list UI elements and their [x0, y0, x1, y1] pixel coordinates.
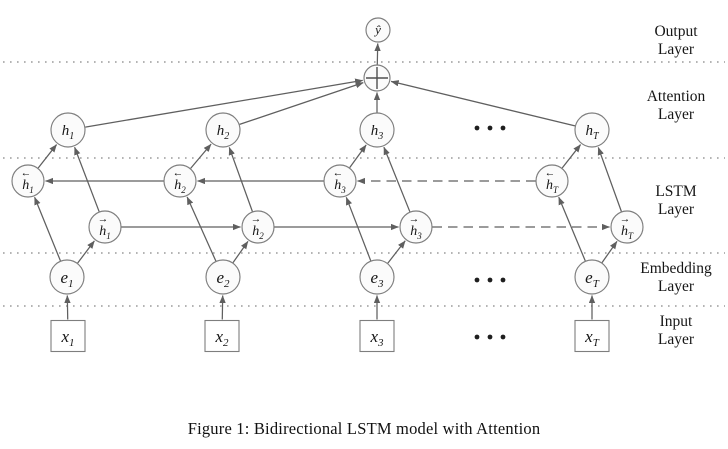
- node-e1: e1: [49, 259, 85, 295]
- left-arrow-accent-icon: ←: [173, 168, 184, 179]
- node-label-hfT: hT: [621, 224, 634, 241]
- edge-hT-oplus: [390, 80, 576, 127]
- node-label-x3: x3: [369, 327, 384, 349]
- node-label-hb1: h1: [22, 178, 34, 195]
- node-hbT: hT←: [535, 164, 569, 198]
- edge-eT-hbT: [558, 196, 586, 262]
- edge-hf1-h1: [74, 146, 100, 212]
- ellipsis-attention: [474, 125, 506, 131]
- node-e3: e3: [359, 259, 395, 295]
- node-label-h2: h2: [217, 123, 230, 142]
- node-hb2: h2←: [163, 164, 197, 198]
- left-arrow-accent-icon: ←: [21, 168, 32, 179]
- edge-hf3-h3: [383, 146, 411, 212]
- right-arrow-accent-icon: →: [251, 214, 262, 225]
- node-label-hT: hT: [585, 123, 600, 142]
- node-label-hbT: hT: [546, 178, 559, 195]
- edge-e1-hb1: [34, 196, 61, 262]
- right-arrow-accent-icon: →: [620, 214, 631, 225]
- node-label-h1: h1: [62, 123, 75, 142]
- node-x1: x1: [50, 319, 86, 353]
- layer-label-embedding-layer: Embedding Layer: [640, 260, 712, 295]
- node-hb1: h1←: [11, 164, 45, 198]
- node-label-e2: e2: [216, 268, 230, 290]
- node-h2: h2: [205, 112, 241, 148]
- edge-e2-hf2: [232, 240, 249, 264]
- plus-icon: [366, 67, 388, 89]
- right-arrow-accent-icon: →: [98, 214, 109, 225]
- node-label-hf3: h3: [410, 224, 422, 241]
- left-arrow-accent-icon: ←: [545, 168, 556, 179]
- node-hf2: h2→: [241, 210, 275, 244]
- node-label-h3: h3: [371, 123, 384, 142]
- node-hf3: h3→: [399, 210, 433, 244]
- edge-hbT-hT: [561, 144, 582, 169]
- node-label-e3: e3: [370, 268, 384, 290]
- edge-e3-hf3: [387, 240, 406, 264]
- node-eT: eT: [574, 259, 610, 295]
- edge-e2-hb2: [186, 196, 217, 262]
- node-label-xT: xT: [584, 327, 600, 349]
- ellipsis-input: [474, 334, 506, 340]
- left-arrow-accent-icon: ←: [333, 168, 344, 179]
- node-hT: hT: [574, 112, 610, 148]
- edge-hb1-h1: [37, 144, 58, 169]
- node-label-hf1: h1: [99, 224, 111, 241]
- edge-hf2-h2: [228, 147, 253, 212]
- edge-h1-oplus: [85, 78, 364, 128]
- edge-e3-hb3: [345, 196, 372, 261]
- edge-e1-hf1: [77, 240, 95, 264]
- node-label-x2: x2: [214, 327, 229, 349]
- edge-h2-oplus: [239, 82, 364, 125]
- node-oplus: [363, 64, 391, 92]
- node-hb3: h3←: [323, 164, 357, 198]
- node-label-hb2: h2: [174, 178, 186, 195]
- layer-label-input-layer: Input Layer: [658, 313, 695, 348]
- node-yhat: ŷ: [365, 17, 391, 43]
- node-label-x1: x1: [60, 327, 74, 349]
- right-arrow-accent-icon: →: [409, 214, 420, 225]
- edge-eT-hfT: [601, 240, 618, 264]
- edge-hb3-h3: [349, 144, 367, 169]
- edge-hfT-hT: [597, 147, 622, 212]
- layer-label-attention-layer: Attention Layer: [647, 88, 706, 123]
- edge-hb2-h2: [190, 143, 212, 169]
- node-label-e1: e1: [60, 268, 73, 290]
- node-h1: h1: [50, 112, 86, 148]
- node-label-yhat: ŷ: [373, 22, 381, 37]
- node-label-hb3: h3: [334, 178, 346, 195]
- node-h3: h3: [359, 112, 395, 148]
- node-label-hf2: h2: [252, 224, 264, 241]
- figure-caption: Figure 1: Bidirectional LSTM model with …: [187, 419, 541, 438]
- layer-label-lstm-layer: LSTM Layer: [655, 183, 697, 218]
- node-e2: e2: [205, 259, 241, 295]
- node-label-eT: eT: [585, 268, 600, 290]
- node-xT: xT: [574, 319, 610, 353]
- node-hf1: h1→: [88, 210, 122, 244]
- ellipsis-embedding: [474, 277, 506, 283]
- node-x2: x2: [204, 319, 240, 353]
- node-hfT: hT→: [610, 210, 644, 244]
- node-x3: x3: [359, 319, 395, 353]
- layer-label-output-layer: Output Layer: [654, 23, 698, 58]
